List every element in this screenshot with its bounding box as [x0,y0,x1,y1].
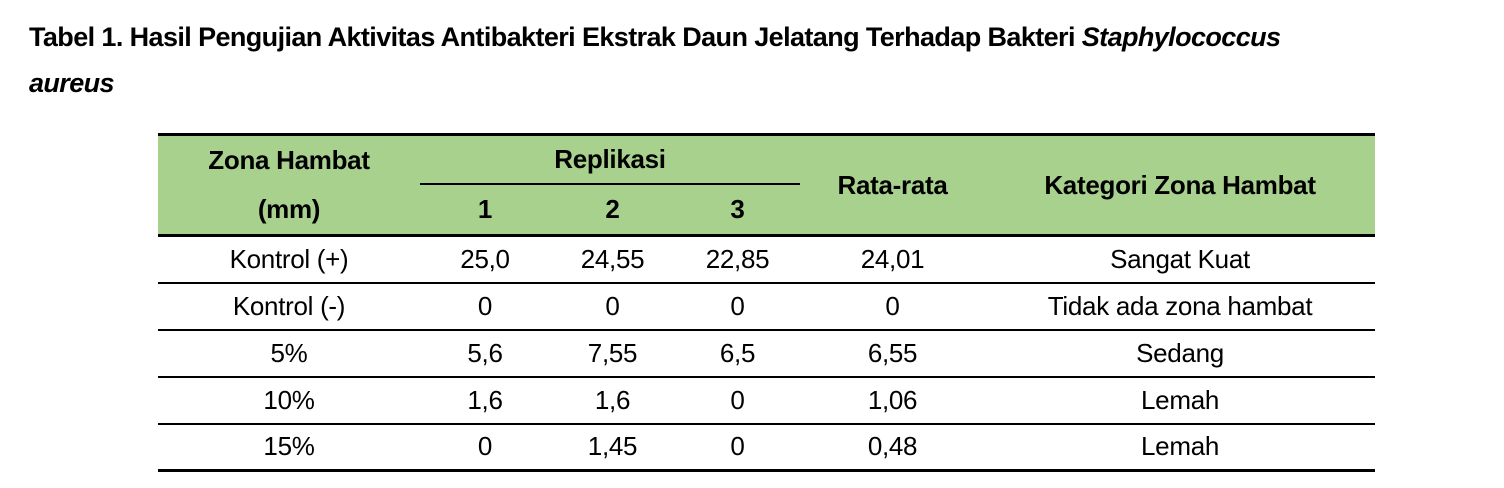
cell-rep1: 1,6 [467,384,503,415]
cell-category: Lemah [1141,431,1220,462]
header-zona-hambat: Zona Hambat (mm) [158,134,420,236]
header-replikasi-2: 2 [550,184,675,236]
table-header: Zona Hambat (mm) Replikasi Rata-rata Kat… [158,134,1376,236]
cell-rep3: 0 [730,290,745,321]
cell-rep3: 6,5 [719,337,756,368]
cell-label: Kontrol (-) [232,290,346,321]
cell-category: Tidak ada zona hambat [1047,290,1313,321]
header-row-2: 1 2 3 [158,184,1375,236]
cell-rep2: 24,55 [580,243,645,274]
title-species-name-part1: Staphylococcus [1081,22,1281,52]
title-line-2: aureus [29,60,1489,106]
cell-rep1: 25,0 [460,243,510,274]
cell-rep1: 0 [477,431,493,462]
table-body: Kontrol (+) 25,0 24,55 22,85 24,01 Sanga… [158,236,1376,471]
cell-mean: 24,01 [860,243,925,274]
page-title: Tabel 1. Hasil Pengujian Aktivitas Antib… [29,14,1489,106]
cell-rep3: 22,85 [705,243,770,274]
cell-mean: 0,48 [867,431,918,462]
cell-label: 10% [263,384,315,415]
table-row-kontrol-positif: Kontrol (+) 25,0 24,55 22,85 24,01 Sanga… [158,236,1375,283]
table-row-10-percent: 10% 1,6 1,6 0 1,06 Lemah [158,376,1376,424]
title-line-1: Tabel 1. Hasil Pengujian Aktivitas Antib… [29,14,1489,60]
table-row-15-percent: 15% 0 1,45 0 0,48 Lemah [158,423,1376,471]
cell-rep2: 1,6 [594,384,631,415]
header-zona-hambat-line1: Zona Hambat [208,145,370,175]
cell-rep3: 0 [730,431,745,462]
cell-mean: 0 [885,290,900,321]
title-species-name-part2: aureus [29,68,115,98]
cell-rep2: 0 [605,290,620,321]
header-replikasi-3: 3 [675,184,801,236]
cell-rep3: 0 [730,384,745,415]
header-rata-rata: Rata-rata [800,134,986,236]
cell-label: 15% [263,431,315,462]
cell-category: Sangat Kuat [1110,243,1250,274]
table-row-5-percent: 5% 5,6 7,55 6,5 6,55 Sedang [158,329,1376,377]
cell-category: Lemah [1141,384,1220,415]
header-row-1: Zona Hambat (mm) Replikasi Rata-rata Kat… [158,134,1376,236]
cell-rep2: 7,55 [587,337,638,368]
cell-mean: 1,06 [867,384,918,415]
header-replikasi: Replikasi [420,134,801,186]
header-kategori-zona-hambat: Kategori Zona Hambat [985,134,1376,236]
cell-mean: 6,55 [867,337,918,368]
title-text-bold: Tabel 1. Hasil Pengujian Aktivitas Antib… [29,22,1075,52]
header-zona-hambat-line2: (mm) [257,194,321,224]
cell-rep1: 5,6 [467,337,503,368]
header-replikasi-1: 1 [420,184,550,236]
results-table: Zona Hambat (mm) Replikasi Rata-rata Kat… [158,133,1376,472]
cell-rep2: 1,45 [587,431,638,462]
cell-label: 5% [270,337,308,368]
table-row-kontrol-negatif: Kontrol (-) 0 0 0 0 Tidak ada zona hamba… [158,282,1376,330]
cell-category: Sedang [1136,337,1224,368]
cell-rep1: 0 [477,290,493,321]
cell-label: Kontrol (+) [229,243,349,274]
